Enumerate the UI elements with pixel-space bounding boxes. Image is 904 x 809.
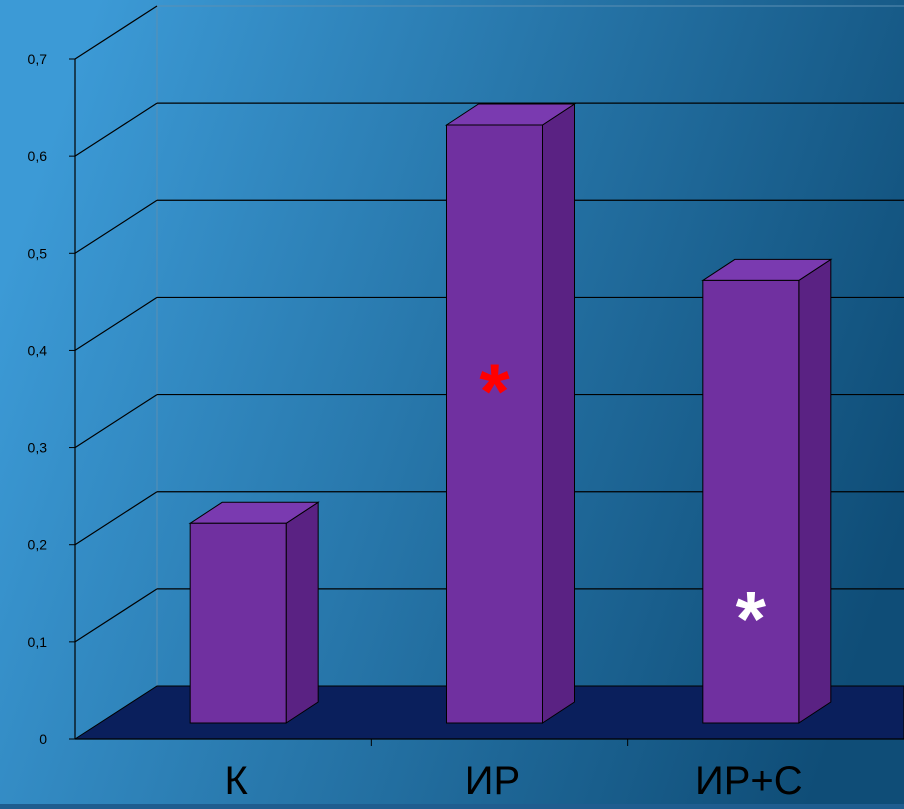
- significance-marker-1: *: [736, 575, 767, 663]
- category-label-1: ИР: [465, 759, 520, 803]
- labels: К ИР ИР+С * *: [225, 347, 803, 803]
- bar-side-1: [542, 103, 575, 724]
- y-tick-label-0: 0: [39, 731, 47, 747]
- gridline-side-2: [74, 491, 158, 546]
- bar-0: [189, 522, 287, 724]
- bar-side-2: [798, 258, 832, 724]
- y-tick-label-1: 0,1: [28, 634, 48, 650]
- bar-1: [446, 124, 543, 724]
- axes: 0 0,1 0,2 0,3 0,4 0,5 0,6 0,7: [28, 51, 904, 747]
- category-label-2: ИР+С: [695, 759, 803, 803]
- gridline-side-4: [74, 296, 158, 351]
- significance-marker-0: *: [479, 347, 510, 435]
- gridline-side-7: [74, 5, 158, 60]
- gridline-side-3: [74, 394, 158, 449]
- y-tick-label-3: 0,3: [28, 440, 48, 456]
- y-tick-label-2: 0,2: [28, 537, 48, 553]
- bars: [188, 103, 833, 724]
- gridline-side-1: [74, 588, 158, 643]
- category-label-0: К: [225, 759, 249, 803]
- y-tick-label-5: 0,5: [28, 245, 48, 261]
- y-tick-label-6: 0,6: [28, 148, 48, 164]
- y-tick-label-4: 0,4: [28, 342, 48, 358]
- bar-2: [702, 279, 800, 724]
- y-tick-label-7: 0,7: [28, 51, 48, 67]
- bar-side-0: [285, 501, 319, 724]
- gridline-side-6: [74, 102, 158, 157]
- gridline-side-5: [74, 199, 158, 254]
